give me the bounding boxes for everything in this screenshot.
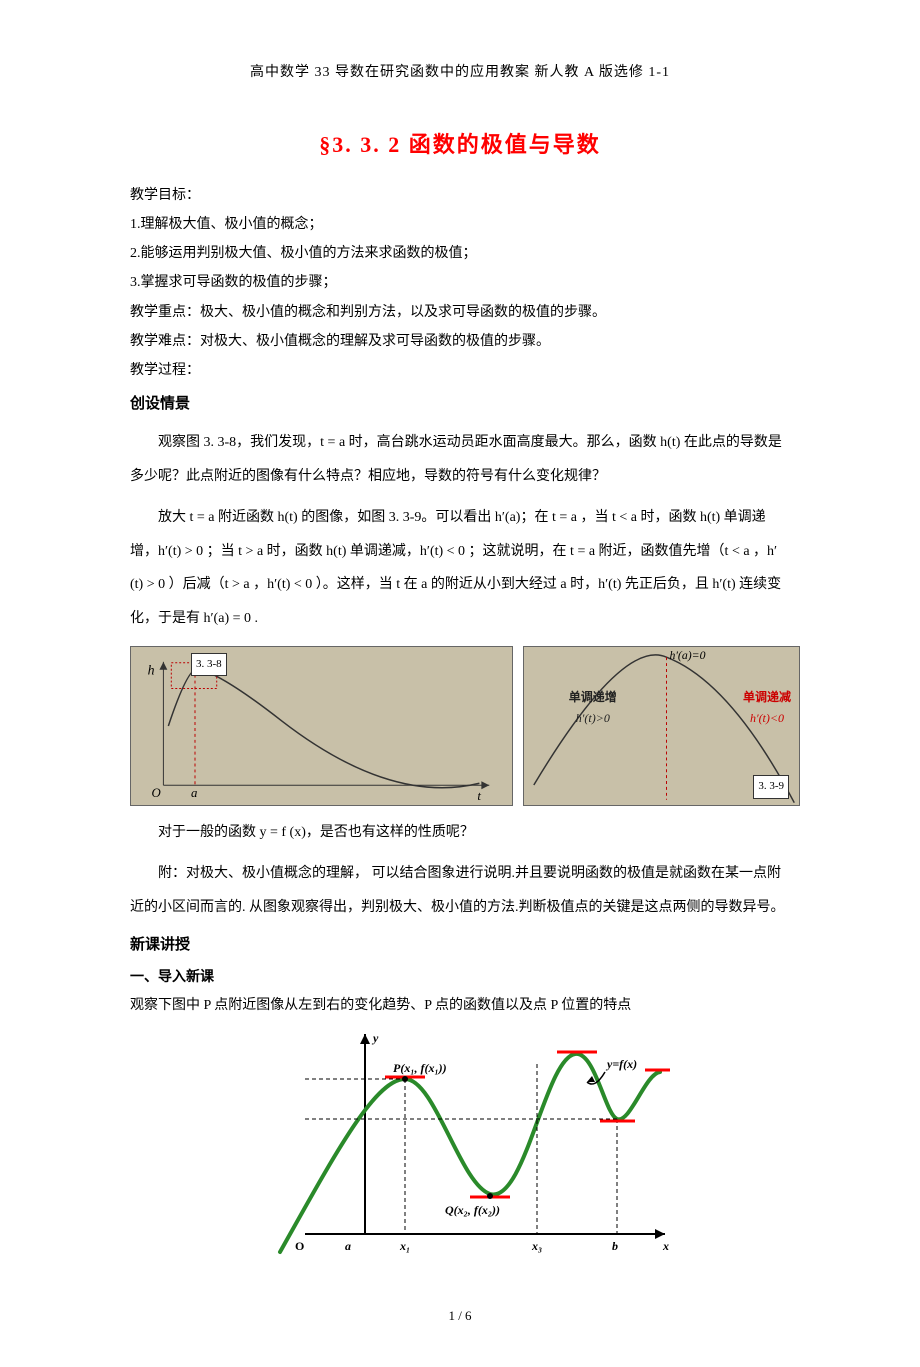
svg-text:Q(x₂, f(x₂)): Q(x₂, f(x₂))	[445, 1203, 500, 1217]
svg-text:y: y	[371, 1031, 379, 1045]
objective-2: 2.能够运用判别极大值、极小值的方法来求函数的极值；	[130, 241, 790, 266]
para-2: 放大 t = a 附近函数 h(t) 的图像，如图 3. 3-9。可以看出 h′…	[130, 501, 790, 635]
svg-text:x₁: x₁	[399, 1239, 410, 1253]
hard-point: 教学难点：对极大、极小值概念的理解及求可导函数的极值的步骤。	[130, 329, 790, 354]
svg-text:t: t	[477, 789, 481, 803]
function-chart: y x Oa x₁ x₃ b P(x₁, f(x₁)) Q(x₂, f(x₂)) y=f(x)	[130, 1024, 790, 1264]
sec-heading-1: 创设情景	[130, 391, 790, 418]
sub-heading-1: 一、导入新课	[130, 965, 790, 990]
function-chart-svg: y x Oa x₁ x₃ b P(x₁, f(x₁)) Q(x₂, f(x₂)) y=f(x)	[245, 1024, 675, 1264]
fig-label-1: 3. 3-8	[191, 653, 227, 677]
process-label: 教学过程：	[130, 358, 790, 383]
page-header: 高中数学 33 导数在研究函数中的应用教案 新人教 A 版选修 1-1	[130, 60, 790, 85]
para-5: 观察下图中 P 点附近图像从左到右的变化趋势、P 点的函数值以及点 P 位置的特…	[130, 993, 790, 1018]
doc-title: §3. 3. 2 函数的极值与导数	[130, 125, 790, 165]
svg-text:b: b	[612, 1239, 618, 1253]
svg-text:a: a	[345, 1239, 351, 1253]
svg-text:O: O	[152, 786, 161, 800]
svg-text:x₃: x₃	[531, 1239, 542, 1253]
d2-left-sub: h′(t)>0	[576, 711, 610, 725]
figure-3-3-8: 3. 3-8 h O a t	[130, 646, 513, 806]
para-4: 附：对极大、极小值概念的理解， 可以结合图象进行说明.并且要说明函数的极值是就函…	[130, 857, 790, 924]
key-point: 教学重点：极大、极小值的概念和判别方法，以及求可导函数的极值的步骤。	[130, 300, 790, 325]
fig-label-2: 3. 3-9	[753, 775, 789, 799]
svg-text:y=f(x): y=f(x)	[605, 1057, 637, 1071]
sec-heading-2: 新课讲授	[130, 932, 790, 959]
d2-right-title: 单调递减	[743, 690, 791, 704]
para-3: 对于一般的函数 y = f (x)，是否也有这样的性质呢？	[130, 816, 790, 850]
objective-3: 3.掌握求可导函数的极值的步骤；	[130, 270, 790, 295]
figure-row-1: 3. 3-8 h O a t 3. 3-9 h′(a)=0	[130, 646, 790, 806]
figure-3-3-9: 3. 3-9 h′(a)=0 单调递增 h′(t)>0 单调递减 h′(t)<0	[523, 646, 800, 806]
svg-text:O: O	[295, 1239, 304, 1253]
objective-1: 1.理解极大值、极小值的概念；	[130, 212, 790, 237]
fig-3-3-8-svg: h O a t	[131, 647, 512, 805]
svg-text:h′(a)=0: h′(a)=0	[669, 648, 705, 662]
svg-text:a: a	[191, 786, 197, 800]
objectives-label: 教学目标：	[130, 183, 790, 208]
page-number: 1 / 6	[130, 1304, 790, 1327]
svg-text:x: x	[662, 1239, 669, 1253]
d2-right-sub: h′(t)<0	[750, 711, 784, 725]
svg-text:P(x₁, f(x₁)): P(x₁, f(x₁))	[393, 1061, 447, 1075]
svg-text:h: h	[148, 662, 155, 677]
d2-left-title: 单调递增	[569, 690, 617, 704]
para-1: 观察图 3. 3-8，我们发现，t = a 时，高台跳水运动员距水面高度最大。那…	[130, 426, 790, 493]
